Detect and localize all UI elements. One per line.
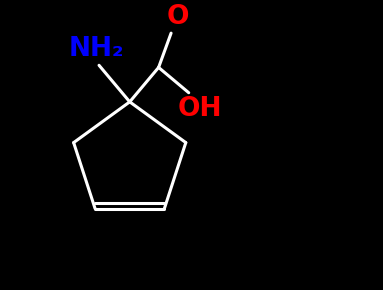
Text: O: O: [167, 4, 189, 30]
Text: OH: OH: [178, 95, 222, 122]
Text: NH₂: NH₂: [69, 37, 124, 62]
